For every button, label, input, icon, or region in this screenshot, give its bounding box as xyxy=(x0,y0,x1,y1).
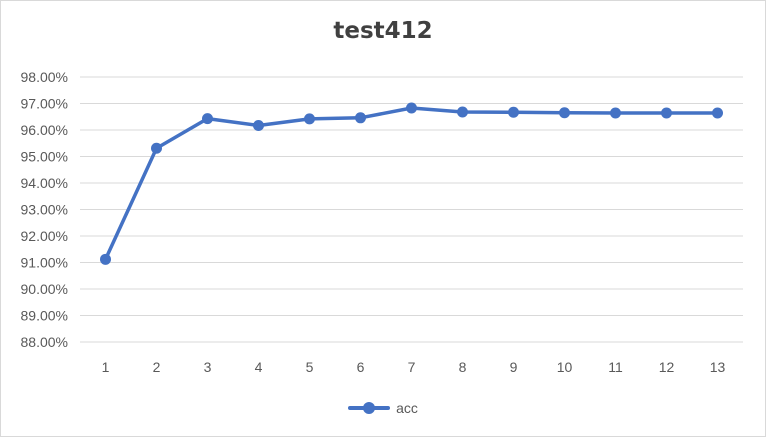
data-point xyxy=(610,107,621,119)
data-point xyxy=(712,107,723,119)
y-tick-label: 93.00% xyxy=(21,202,68,218)
y-tick-label: 90.00% xyxy=(21,281,68,297)
y-tick-label: 96.00% xyxy=(21,122,68,138)
x-tick-label: 6 xyxy=(357,359,365,375)
series-acc xyxy=(100,102,723,265)
legend-marker xyxy=(348,401,391,415)
data-point xyxy=(151,142,162,154)
y-tick-label: 98.00% xyxy=(21,69,68,85)
y-tick-label: 92.00% xyxy=(21,228,68,244)
x-tick-label: 12 xyxy=(659,359,675,375)
data-point xyxy=(559,107,570,119)
x-tick-label: 3 xyxy=(204,359,212,375)
data-point xyxy=(355,112,366,124)
data-point xyxy=(508,106,519,118)
x-tick-label: 10 xyxy=(557,359,573,375)
y-tick-label: 88.00% xyxy=(21,334,68,350)
gridlines xyxy=(80,76,743,343)
legend-label: acc xyxy=(396,400,418,416)
legend: acc xyxy=(0,398,766,418)
x-tick-label: 2 xyxy=(153,359,161,375)
x-tick-label: 13 xyxy=(710,359,726,375)
y-axis-ticks: 88.00% 89.00% 90.00% 91.00% 92.00% 93.00% 94.0… xyxy=(21,69,68,350)
x-tick-label: 11 xyxy=(608,359,623,375)
data-point xyxy=(202,113,213,125)
y-tick-label: 95.00% xyxy=(21,149,68,165)
x-axis-ticks: 1 2 3 4 5 6 7 8 9 10 11 12 13 xyxy=(102,359,726,375)
y-tick-label: 97.00% xyxy=(21,96,68,112)
x-tick-label: 4 xyxy=(255,359,263,375)
data-point xyxy=(100,253,111,265)
y-tick-label: 91.00% xyxy=(21,255,68,271)
data-point xyxy=(253,119,264,131)
series-line xyxy=(103,106,720,262)
x-tick-label: 9 xyxy=(510,359,518,375)
data-point xyxy=(661,107,672,119)
data-point xyxy=(304,113,315,125)
y-tick-label: 89.00% xyxy=(21,308,68,324)
x-tick-label: 7 xyxy=(408,359,416,375)
data-point xyxy=(457,106,468,118)
data-point xyxy=(406,102,417,114)
x-tick-label: 8 xyxy=(459,359,467,375)
legend-marker-dot xyxy=(363,402,376,414)
chart-title: test412 xyxy=(333,18,433,44)
x-tick-label: 1 xyxy=(102,359,110,375)
y-tick-label: 94.00% xyxy=(21,175,68,191)
x-tick-label: 5 xyxy=(306,359,314,375)
